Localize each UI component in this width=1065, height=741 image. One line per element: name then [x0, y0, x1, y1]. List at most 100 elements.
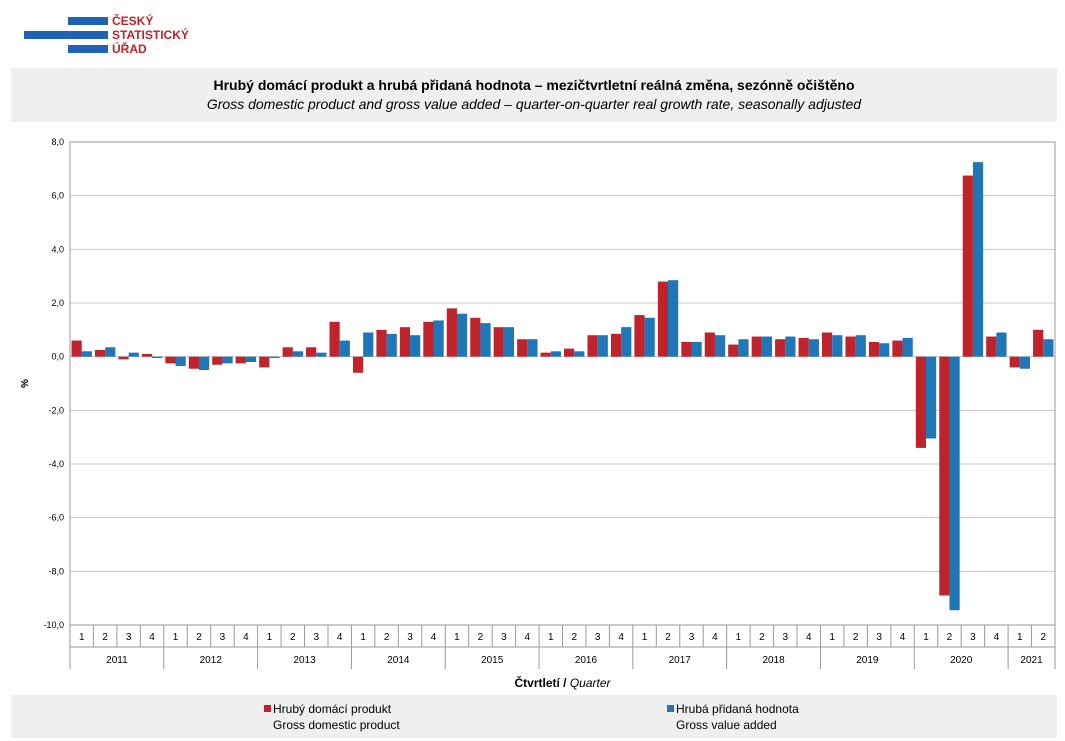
bar-gva	[691, 341, 702, 357]
logo-text-line-3: ÚŘAD	[112, 41, 147, 56]
bar-gdp	[1009, 356, 1020, 368]
x-tick-quarter: 3	[970, 632, 976, 643]
x-tick-quarter: 3	[689, 632, 695, 643]
bar-gdp	[1033, 329, 1044, 357]
bar-gdp	[212, 356, 223, 365]
bar-gva	[785, 336, 796, 357]
legend-swatch-gva	[667, 705, 674, 712]
bar-gdp	[681, 341, 692, 357]
x-tick-quarter: 3	[876, 632, 882, 643]
x-tick-quarter: 3	[313, 632, 319, 643]
bar-gdp	[71, 340, 82, 357]
bar-gva	[410, 335, 421, 357]
x-tick-year: 2016	[575, 655, 598, 666]
y-tick-label: 2,0	[51, 298, 64, 308]
bar-gdp	[329, 321, 340, 357]
bar-gva	[668, 280, 679, 357]
x-tick-quarter: 2	[665, 632, 671, 643]
x-tick-year: 2013	[293, 655, 316, 666]
x-tick-quarter: 2	[853, 632, 859, 643]
bar-gdp	[986, 336, 997, 357]
bar-gva	[808, 339, 819, 357]
y-tick-label: 6,0	[51, 191, 64, 201]
bar-gva	[128, 352, 139, 357]
x-tick-quarter: 3	[783, 632, 789, 643]
bar-gva	[503, 327, 515, 357]
y-tick-label: -2,0	[48, 405, 64, 415]
legend-label-gdp-en: Gross domestic product	[273, 718, 400, 732]
bar-gdp	[470, 317, 481, 357]
x-tick-quarter: 1	[1017, 632, 1023, 643]
bar-gva	[316, 352, 327, 357]
x-tick-quarter: 2	[759, 632, 765, 643]
x-tick-quarter: 2	[196, 632, 202, 643]
chart-title-box: Hrubý domácí produkt a hrubá přidaná hod…	[11, 68, 1057, 122]
y-tick-label: -6,0	[48, 513, 64, 523]
x-tick-quarter: 4	[243, 632, 249, 643]
csu-logo: ČESKÝ STATISTICKÝ ÚŘAD	[24, 13, 214, 60]
bar-gdp	[94, 349, 106, 357]
bar-gva	[761, 336, 773, 357]
x-tick-quarter: 2	[384, 632, 390, 643]
bar-gdp	[634, 315, 645, 357]
bar-gdp	[939, 356, 950, 596]
bar-gdp	[446, 308, 457, 357]
x-tick-quarter: 2	[1040, 632, 1046, 643]
bar-gva	[879, 343, 890, 357]
bar-gdp	[962, 175, 973, 357]
bar-gdp	[118, 356, 129, 360]
bar-gdp	[399, 327, 411, 357]
chart-title-en: Gross domestic product and gross value a…	[206, 96, 862, 112]
bar-gdp	[376, 329, 387, 357]
bar-gva	[81, 351, 92, 357]
legend-label-gva-cz: Hrubá přidaná hodnota	[676, 702, 799, 716]
y-tick-label: 0,0	[51, 352, 64, 362]
x-tick-year: 2014	[387, 655, 410, 666]
x-tick-quarter: 1	[454, 632, 460, 643]
bar-gva	[972, 162, 984, 357]
x-axis-label-cz: Čtvrtletí /	[514, 675, 569, 690]
bar-gva	[339, 340, 350, 357]
bar-gva	[433, 320, 444, 357]
x-tick-quarter: 1	[642, 632, 648, 643]
bar-gdp	[610, 333, 622, 357]
bar-gdp	[657, 281, 669, 357]
bar-gva	[456, 313, 468, 357]
logo-text-line-2: STATISTICKÝ	[112, 27, 189, 42]
x-tick-quarter: 1	[173, 632, 179, 643]
bar-gdp	[493, 327, 504, 357]
x-tick-year: 2017	[669, 655, 692, 666]
bar-gdp	[587, 335, 598, 357]
x-tick-quarter: 2	[947, 632, 953, 643]
x-tick-quarter: 4	[712, 632, 718, 643]
bar-gva	[292, 351, 303, 357]
bar-gva	[574, 351, 585, 357]
y-axis-label: %	[20, 379, 31, 388]
bar-gva	[175, 356, 186, 367]
x-tick-year: 2015	[481, 655, 504, 666]
x-tick-quarter: 4	[431, 632, 437, 643]
bar-gva	[926, 356, 937, 439]
bar-gva	[597, 335, 608, 357]
x-tick-quarter: 2	[290, 632, 296, 643]
bar-gva	[644, 317, 655, 357]
x-tick-quarter: 3	[220, 632, 226, 643]
bar-gdp	[775, 339, 786, 357]
y-tick-label: -8,0	[48, 566, 64, 576]
x-tick-year: 2012	[200, 655, 223, 666]
legend-swatch-gdp	[264, 705, 271, 712]
logo-text-line-1: ČESKÝ	[112, 14, 153, 28]
y-tick-label: -4,0	[48, 459, 64, 469]
x-tick-quarter: 4	[900, 632, 906, 643]
bar-gva	[996, 332, 1007, 357]
bar-gdp	[282, 347, 293, 357]
bar-gva	[855, 335, 866, 357]
y-tick-label: 4,0	[51, 244, 64, 254]
bar-gva	[105, 347, 116, 357]
bar-gva	[245, 356, 257, 363]
bar-gdp	[822, 332, 833, 357]
bar-gdp	[141, 353, 153, 357]
bar-gdp	[517, 339, 528, 357]
bar-gdp	[306, 347, 317, 357]
x-tick-quarter: 1	[360, 632, 366, 643]
